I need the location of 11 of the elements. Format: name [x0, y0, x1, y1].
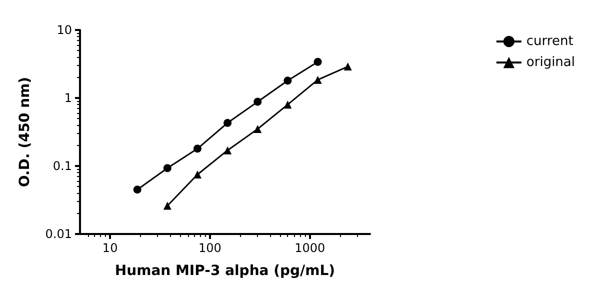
x-tick-label: 1000	[294, 241, 326, 255]
x-tick-label: 10	[102, 241, 118, 255]
y-tick-label: 0.01	[45, 227, 72, 241]
legend-label: original	[526, 55, 575, 70]
x-tick-label: 100	[198, 241, 222, 255]
y-axis-title: O.D. (450 nm)	[17, 76, 33, 188]
legend-label: current	[526, 34, 574, 49]
y-tick-label: 0.1	[52, 159, 72, 173]
y-tick-label: 1	[64, 91, 72, 105]
y-tick-label: 10	[56, 23, 72, 37]
x-axis-title: Human MIP-3 alpha (pg/mL)	[114, 263, 336, 279]
